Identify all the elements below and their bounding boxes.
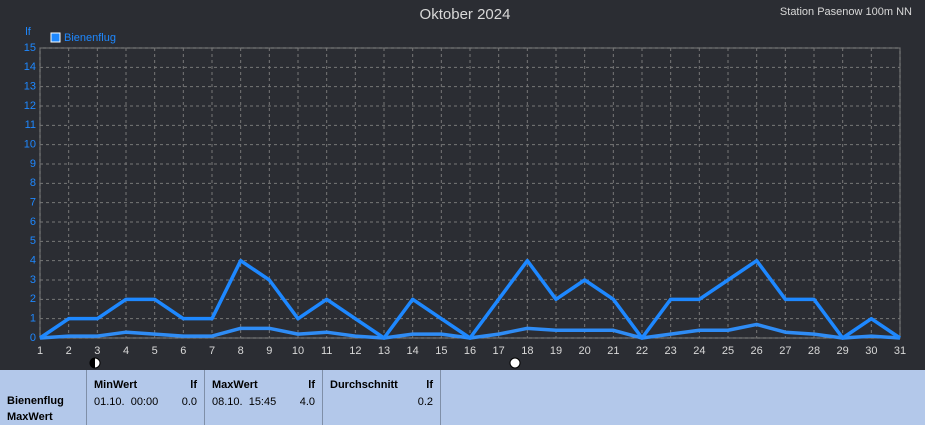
x-tick-label: 14	[407, 345, 419, 357]
x-tick-label: 22	[636, 345, 648, 357]
col-header: MinWert	[94, 379, 138, 391]
col-unit: lf	[426, 379, 433, 391]
time: 01.10. 00:00	[94, 396, 159, 408]
y-tick-label: 4	[30, 255, 36, 267]
summary-panel: Bienenflug MaxWert MinWert lf 01.10. 00:…	[0, 370, 925, 425]
y-tick-label: 2	[30, 293, 36, 305]
value: 4.0	[299, 396, 315, 408]
x-tick-label: 10	[292, 345, 304, 357]
col-header: Durchschnitt	[330, 379, 398, 391]
x-tick-label: 18	[521, 345, 533, 357]
x-tick-label: 21	[607, 345, 619, 357]
x-tick-label: 28	[808, 345, 820, 357]
x-tick-label: 4	[123, 345, 129, 357]
x-tick-label: 5	[152, 345, 158, 357]
y-axis-label: lf	[25, 26, 31, 38]
y-tick-label: 3	[30, 274, 36, 286]
x-tick-label: 23	[665, 345, 677, 357]
y-tick-label: 8	[30, 177, 36, 189]
moon-icon	[89, 357, 101, 369]
time: 08.10. 15:45	[212, 396, 277, 408]
y-tick-label: 9	[30, 158, 36, 170]
y-tick-label: 11	[25, 119, 36, 131]
x-tick-label: 9	[266, 345, 272, 357]
y-tick-label: 6	[30, 216, 36, 228]
col-unit: lf	[190, 379, 197, 391]
x-tick-label: 1	[37, 345, 43, 357]
row-label: Bienenflug	[7, 395, 64, 407]
col-header: MaxWert	[212, 379, 258, 391]
col-unit: lf	[308, 379, 315, 391]
x-tick-label: 24	[693, 345, 705, 357]
y-tick-label: 0	[30, 332, 36, 344]
legend-swatch	[50, 32, 61, 43]
x-tick-label: 31	[894, 345, 906, 357]
y-tick-label: 5	[30, 235, 36, 247]
value: 0.2	[417, 396, 433, 408]
x-tick-label: 30	[865, 345, 877, 357]
y-tick-label: 1	[30, 313, 36, 325]
legend-label: Bienenflug	[64, 32, 116, 44]
y-tick-label: 14	[24, 61, 36, 73]
x-tick-label: 2	[66, 345, 72, 357]
x-tick-label: 3	[94, 345, 100, 357]
x-tick-label: 29	[837, 345, 849, 357]
x-tick-label: 13	[378, 345, 390, 357]
y-tick-label: 15	[24, 42, 36, 54]
x-tick-label: 12	[349, 345, 361, 357]
chart-title: Oktober 2024	[420, 6, 511, 23]
moon-icon	[509, 357, 521, 369]
x-tick-label: 27	[779, 345, 791, 357]
x-tick-label: 11	[321, 345, 332, 357]
x-tick-label: 15	[435, 345, 447, 357]
x-tick-label: 8	[238, 345, 244, 357]
row-label: MaxWert	[7, 411, 53, 423]
x-tick-label: 20	[579, 345, 591, 357]
y-tick-label: 12	[24, 100, 36, 112]
x-tick-label: 17	[493, 345, 505, 357]
x-tick-label: 16	[464, 345, 476, 357]
x-tick-label: 25	[722, 345, 734, 357]
station-label: Station Pasenow 100m NN	[780, 6, 912, 18]
x-tick-label: 7	[209, 345, 215, 357]
data-line	[39, 258, 901, 340]
x-tick-label: 6	[180, 345, 186, 357]
y-tick-label: 7	[30, 197, 36, 209]
value: 0.0	[181, 396, 197, 408]
x-tick-label: 19	[550, 345, 562, 357]
y-tick-label: 10	[24, 139, 36, 151]
chart: Oktober 2024 Station Pasenow 100m NN lf …	[24, 6, 912, 369]
x-tick-label: 26	[751, 345, 763, 357]
y-tick-label: 13	[24, 81, 36, 93]
